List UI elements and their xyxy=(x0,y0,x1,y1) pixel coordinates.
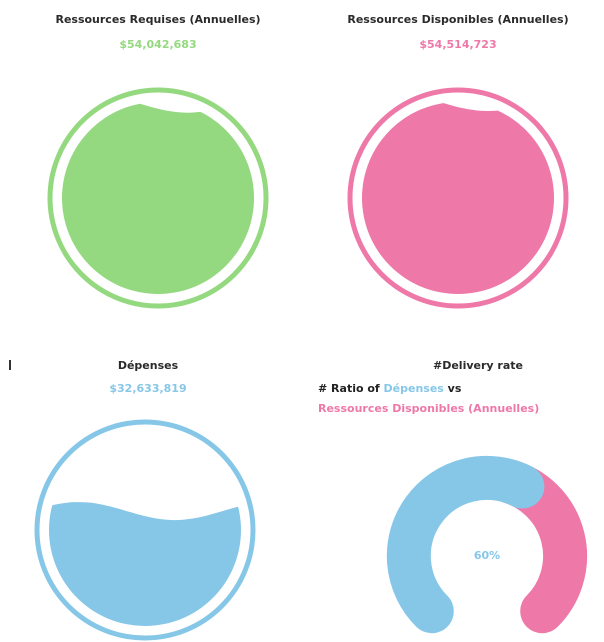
subtitle-part: Dépenses xyxy=(384,382,445,395)
donut-value xyxy=(386,455,545,634)
donut-label: 60% xyxy=(474,549,500,562)
delivery-subtitle: Ressources Disponibles (Annuelles) xyxy=(318,402,539,415)
edge-mark xyxy=(9,360,11,370)
panel-title: Ressources Requises (Annuelles) xyxy=(55,13,260,26)
delivery-subtitle: # Ratio of Dépenses vs xyxy=(318,382,462,395)
panel-value: $54,514,723 xyxy=(419,38,496,51)
delivery-title: #Delivery rate xyxy=(433,359,523,372)
subtitle-part: Ressources Disponibles (Annuelles) xyxy=(318,402,539,415)
panel-value: $32,633,819 xyxy=(109,382,186,395)
gauge-ring xyxy=(347,87,569,309)
subtitle-part: vs xyxy=(444,382,462,395)
liquid-fill xyxy=(62,102,254,294)
panel-title: Dépenses xyxy=(118,359,179,372)
panel-title: Ressources Disponibles (Annuelles) xyxy=(347,13,568,26)
gauge-ring xyxy=(47,87,269,309)
subtitle-part: # Ratio of xyxy=(318,382,384,395)
liquid-fill xyxy=(362,102,554,294)
gauge-ring xyxy=(34,419,256,641)
liquid-fill xyxy=(49,502,241,626)
panel-value: $54,042,683 xyxy=(119,38,196,51)
